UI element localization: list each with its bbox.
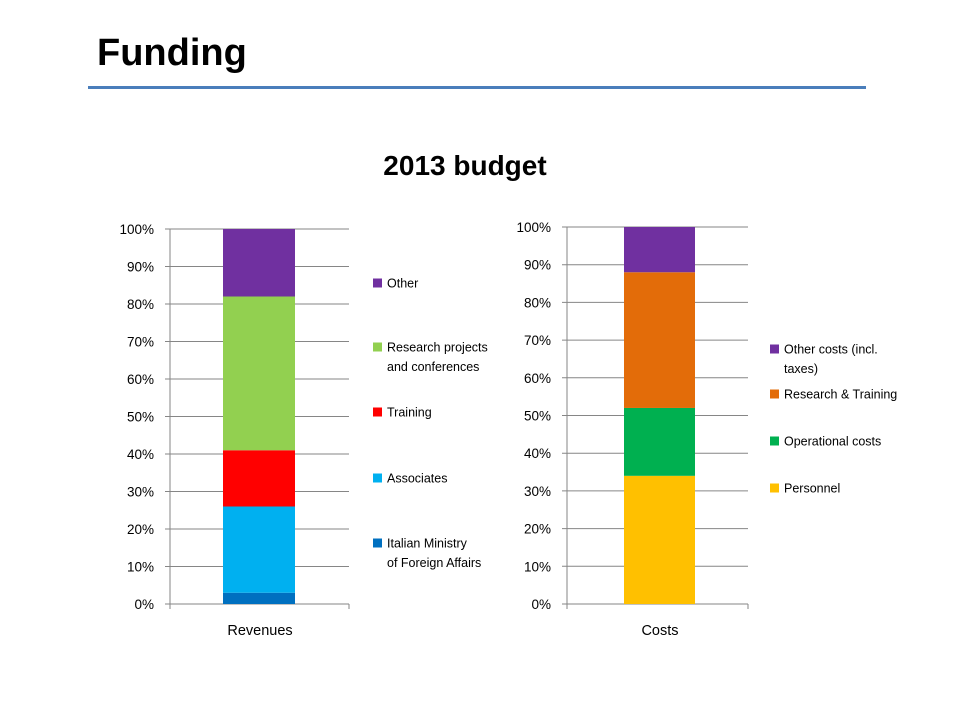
costs-bar-segment-3 xyxy=(624,272,695,408)
revenues-y-tick-label: 0% xyxy=(134,597,154,612)
revenues-legend-label: Training xyxy=(387,406,432,420)
costs-y-tick-label: 80% xyxy=(524,295,551,310)
costs-legend-label: Operational costs xyxy=(784,435,881,449)
costs-bar-segment-2 xyxy=(624,407,695,476)
revenues-legend-label: Associates xyxy=(387,472,447,486)
costs-y-tick-label: 50% xyxy=(524,409,551,424)
costs-legend-swatch xyxy=(770,344,779,354)
revenues-y-tick-label: 40% xyxy=(127,447,154,462)
revenues-legend-swatch xyxy=(373,342,382,352)
costs-y-tick-label: 70% xyxy=(524,333,551,348)
costs-y-tick-label: 0% xyxy=(531,597,551,612)
title-underline xyxy=(88,86,866,89)
revenues-legend-label: Italian Ministry of Foreign Affairs xyxy=(387,537,481,571)
revenues-bar-segment-2 xyxy=(223,506,295,593)
costs-y-tick-label: 40% xyxy=(524,446,551,461)
costs-legend-label: Other costs (incl. taxes) xyxy=(784,343,878,377)
revenues-legend-swatch xyxy=(373,473,382,483)
revenues-bar-segment-3 xyxy=(223,450,295,507)
revenues-legend-swatch xyxy=(373,278,382,288)
costs-legend-label: Personnel xyxy=(784,482,840,496)
revenues-legend-swatch xyxy=(373,407,382,417)
costs-y-tick-label: 30% xyxy=(524,484,551,499)
revenues-chart: 0% 10% 20% 30% 40% 50% 60% 70% 80% 90% 100% Revenue… xyxy=(119,222,487,639)
costs-y-tick-label: 20% xyxy=(524,522,551,537)
revenues-y-tick-label: 70% xyxy=(127,335,154,350)
costs-y-tick-label: 60% xyxy=(524,371,551,386)
revenues-bar-segment-1 xyxy=(223,592,295,604)
chart-title: 2013 budget xyxy=(383,150,547,181)
revenues-bar-segment-4 xyxy=(223,296,295,451)
costs-legend-swatch xyxy=(770,483,779,493)
costs-y-tick-label: 100% xyxy=(516,220,551,235)
revenues-y-tick-label: 100% xyxy=(119,222,154,237)
revenues-legend-label: Other xyxy=(387,277,418,291)
costs-chart: 0% 10% 20% 30% 40% 50% 60% 70% 80% 90% 100% Costs Ot… xyxy=(516,220,897,639)
costs-bar-segment-4 xyxy=(624,227,695,273)
revenues-y-tick-label: 10% xyxy=(127,560,154,575)
costs-category-label: Costs xyxy=(641,623,678,639)
revenues-y-tick-label: 50% xyxy=(127,410,154,425)
slide-title: Funding xyxy=(97,32,247,74)
revenues-bar-segment-5 xyxy=(223,229,295,297)
revenues-legend-swatch xyxy=(373,538,382,548)
costs-y-tick-label: 10% xyxy=(524,559,551,574)
revenues-legend-label: Research projects and conferences xyxy=(387,341,488,375)
costs-legend-swatch xyxy=(770,436,779,446)
revenues-category-label: Revenues xyxy=(227,623,292,639)
costs-bar-segment-1 xyxy=(624,475,695,604)
costs-legend-label: Research & Training xyxy=(784,388,897,402)
revenues-y-tick-label: 90% xyxy=(127,260,154,275)
revenues-y-tick-label: 60% xyxy=(127,372,154,387)
revenues-y-tick-label: 20% xyxy=(127,522,154,537)
revenues-y-tick-label: 80% xyxy=(127,297,154,312)
costs-y-tick-label: 90% xyxy=(524,258,551,273)
revenues-y-tick-label: 30% xyxy=(127,485,154,500)
costs-legend-swatch xyxy=(770,389,779,399)
